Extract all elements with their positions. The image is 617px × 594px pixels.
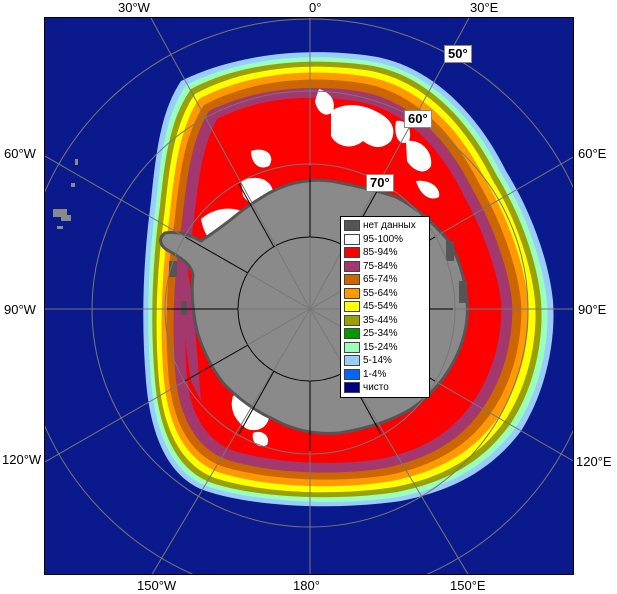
legend-swatch <box>344 328 360 339</box>
legend-swatch <box>344 341 360 353</box>
legend-label: 25-34% <box>363 328 398 339</box>
legend-label: 75-84% <box>363 260 398 272</box>
legend-item: 95-100% <box>344 233 426 246</box>
legend-item: 25-34% <box>344 327 426 340</box>
label-90e: 90°E <box>578 302 607 317</box>
legend-swatch <box>344 314 360 326</box>
legend-item: 55-64% <box>344 287 426 300</box>
label-90w: 90°W <box>4 302 36 317</box>
legend-item: 35-44% <box>344 314 426 327</box>
legend-label: 65-74% <box>363 274 398 285</box>
legend-swatch <box>344 287 360 299</box>
legend-swatch <box>344 233 360 245</box>
label-120w: 120°W <box>2 452 42 467</box>
sea-ice-map <box>45 18 573 574</box>
legend-label: 95-100% <box>363 233 404 245</box>
legend-item: 75-84% <box>344 260 426 273</box>
map-frame <box>44 17 574 575</box>
legend: нет данных 95-100% 85-94% 75-84% 65-74% 55-64… <box>340 216 430 398</box>
label-150w-bottom: 150°W <box>137 578 177 593</box>
label-lat-50: 50° <box>444 45 472 63</box>
legend-item: 15-24% <box>344 341 426 354</box>
ice-patch-75-84 <box>179 251 201 401</box>
label-30e-top: 30°E <box>470 0 499 15</box>
legend-swatch <box>344 220 360 231</box>
legend-label: 15-24% <box>363 341 398 353</box>
legend-swatch <box>344 368 360 380</box>
legend-swatch <box>344 355 360 366</box>
legend-item: 65-74% <box>344 273 426 286</box>
label-60w: 60°W <box>4 146 36 161</box>
legend-swatch <box>344 247 360 258</box>
legend-label: 1-4% <box>363 368 387 380</box>
legend-swatch <box>344 260 360 272</box>
legend-item: чисто <box>344 381 426 394</box>
coast-dark-patches <box>169 241 467 315</box>
legend-label: 35-44% <box>363 314 398 326</box>
legend-item: 85-94% <box>344 246 426 259</box>
label-60e: 60°E <box>578 146 607 161</box>
legend-label: 85-94% <box>363 247 398 258</box>
legend-label: 55-64% <box>363 287 398 299</box>
label-150e-bottom: 150°E <box>450 578 486 593</box>
legend-item: 45-54% <box>344 300 426 313</box>
legend-item: 5-14% <box>344 354 426 367</box>
label-120e: 120°E <box>576 454 612 469</box>
legend-label: 5-14% <box>363 355 392 366</box>
legend-swatch <box>344 274 360 285</box>
legend-label: чисто <box>363 382 389 393</box>
label-30w-top: 30°W <box>118 0 150 15</box>
legend-label: 45-54% <box>363 301 398 312</box>
legend-item: 1-4% <box>344 368 426 381</box>
legend-label: нет данных <box>363 220 416 231</box>
legend-item: нет данных <box>344 219 426 232</box>
land-specks <box>53 159 78 229</box>
label-180-bottom: 180° <box>293 578 320 593</box>
label-0-top: 0° <box>309 0 322 15</box>
label-lat-60: 60° <box>404 110 432 128</box>
legend-swatch <box>344 382 360 393</box>
legend-swatch <box>344 301 360 312</box>
label-lat-70: 70° <box>366 174 394 192</box>
